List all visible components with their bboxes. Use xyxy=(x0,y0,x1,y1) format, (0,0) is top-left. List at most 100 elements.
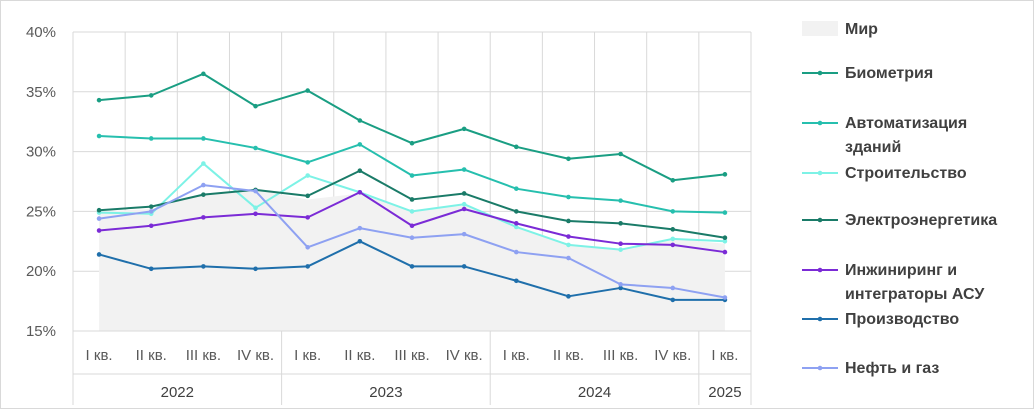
data-point xyxy=(722,172,728,177)
series-6 xyxy=(96,239,728,303)
legend-label-mir: Мир xyxy=(845,21,878,38)
data-point xyxy=(148,93,154,98)
data-point xyxy=(305,173,310,178)
data-point xyxy=(357,189,363,195)
data-point xyxy=(96,207,102,213)
legend-label: Строительство xyxy=(845,165,967,182)
data-point xyxy=(148,223,154,229)
legend-label: Инжиниринг и xyxy=(845,262,957,279)
x-tick-label: II кв. xyxy=(344,347,375,364)
legend-item-6: Производство xyxy=(802,311,959,328)
legend-swatch-marker xyxy=(817,217,823,223)
data-point xyxy=(618,285,623,291)
data-point xyxy=(461,201,467,207)
data-point xyxy=(566,242,571,248)
legend-swatch-marker xyxy=(817,70,823,76)
data-point xyxy=(618,221,623,226)
x-tick-label: III кв. xyxy=(394,347,429,364)
data-point xyxy=(96,252,102,257)
data-point xyxy=(96,228,102,233)
data-point xyxy=(409,264,415,269)
data-point xyxy=(253,205,258,211)
legend-label: зданий xyxy=(845,139,901,156)
series-4 xyxy=(96,168,728,241)
data-point xyxy=(618,151,623,157)
legend-label: Электроэнергетика xyxy=(845,212,997,229)
data-point xyxy=(253,211,258,217)
data-point xyxy=(722,210,728,215)
data-point xyxy=(514,209,519,214)
y-axis: 15% 20% 25% 30% 35% 40% xyxy=(26,24,56,340)
x-tick-label: I кв. xyxy=(711,347,738,364)
data-point xyxy=(514,186,519,191)
data-point xyxy=(722,239,728,244)
data-point xyxy=(253,266,258,272)
series-2 xyxy=(96,133,728,215)
data-point xyxy=(409,223,415,229)
data-point xyxy=(409,197,415,202)
legend-item-1: Биометрия xyxy=(802,65,933,82)
data-point xyxy=(670,297,676,303)
data-point xyxy=(618,282,623,287)
data-point xyxy=(670,236,676,242)
x-tick-label: I кв. xyxy=(86,347,113,364)
data-point xyxy=(96,133,102,139)
data-point xyxy=(461,206,467,212)
data-point xyxy=(357,168,363,174)
x-tick-label: III кв. xyxy=(186,347,221,364)
data-point xyxy=(722,235,728,241)
data-point xyxy=(566,255,571,261)
x-tick-label: III кв. xyxy=(603,347,638,364)
data-point xyxy=(722,249,728,255)
legend: Мир Биометрия Автоматизация зданий Строитель… xyxy=(802,21,997,377)
data-point xyxy=(305,88,310,93)
year-label: 2024 xyxy=(578,384,611,401)
data-point xyxy=(461,231,467,237)
data-point xyxy=(148,209,154,214)
data-point xyxy=(670,227,676,232)
legend-item-4: Электроэнергетика xyxy=(802,212,997,229)
series-layer xyxy=(96,71,728,303)
data-point xyxy=(461,167,467,172)
data-point xyxy=(566,156,571,162)
data-point xyxy=(566,294,571,299)
legend-swatch-marker xyxy=(817,365,823,371)
data-point xyxy=(461,191,467,196)
data-point xyxy=(409,140,415,146)
data-point xyxy=(305,193,310,199)
legend-item-3: Строительство xyxy=(802,165,967,182)
legend-label: Биометрия xyxy=(845,65,933,82)
data-point xyxy=(514,249,519,255)
data-point xyxy=(305,264,310,269)
data-point xyxy=(670,178,676,183)
legend-item-7: Нефть и газ xyxy=(802,360,939,377)
data-point xyxy=(253,188,258,194)
data-point xyxy=(514,278,519,284)
data-point xyxy=(566,218,571,224)
data-point xyxy=(201,215,206,220)
legend-swatch-marker xyxy=(817,316,823,322)
year-label: 2025 xyxy=(708,384,741,401)
y-tick-label: 30% xyxy=(26,144,56,161)
data-point xyxy=(514,221,519,226)
data-point xyxy=(670,209,676,214)
data-point xyxy=(201,264,206,269)
data-point xyxy=(566,234,571,239)
x-tick-label: I кв. xyxy=(294,347,321,364)
y-tick-label: 40% xyxy=(26,24,56,41)
data-point xyxy=(253,103,258,109)
data-point xyxy=(722,295,728,300)
x-tick-label: II кв. xyxy=(136,347,167,364)
x-tick-label: IV кв. xyxy=(654,347,691,364)
legend-item-5: Инжиниринг и интеграторы АСУ xyxy=(802,262,985,303)
series-7 xyxy=(96,182,728,300)
data-point xyxy=(305,215,310,220)
legend-label: Производство xyxy=(845,311,959,328)
data-point xyxy=(148,204,154,209)
y-tick-label: 25% xyxy=(26,203,56,220)
data-point xyxy=(409,173,415,178)
legend-swatch-marker xyxy=(817,170,823,176)
data-point xyxy=(357,239,363,244)
data-point xyxy=(409,209,415,214)
